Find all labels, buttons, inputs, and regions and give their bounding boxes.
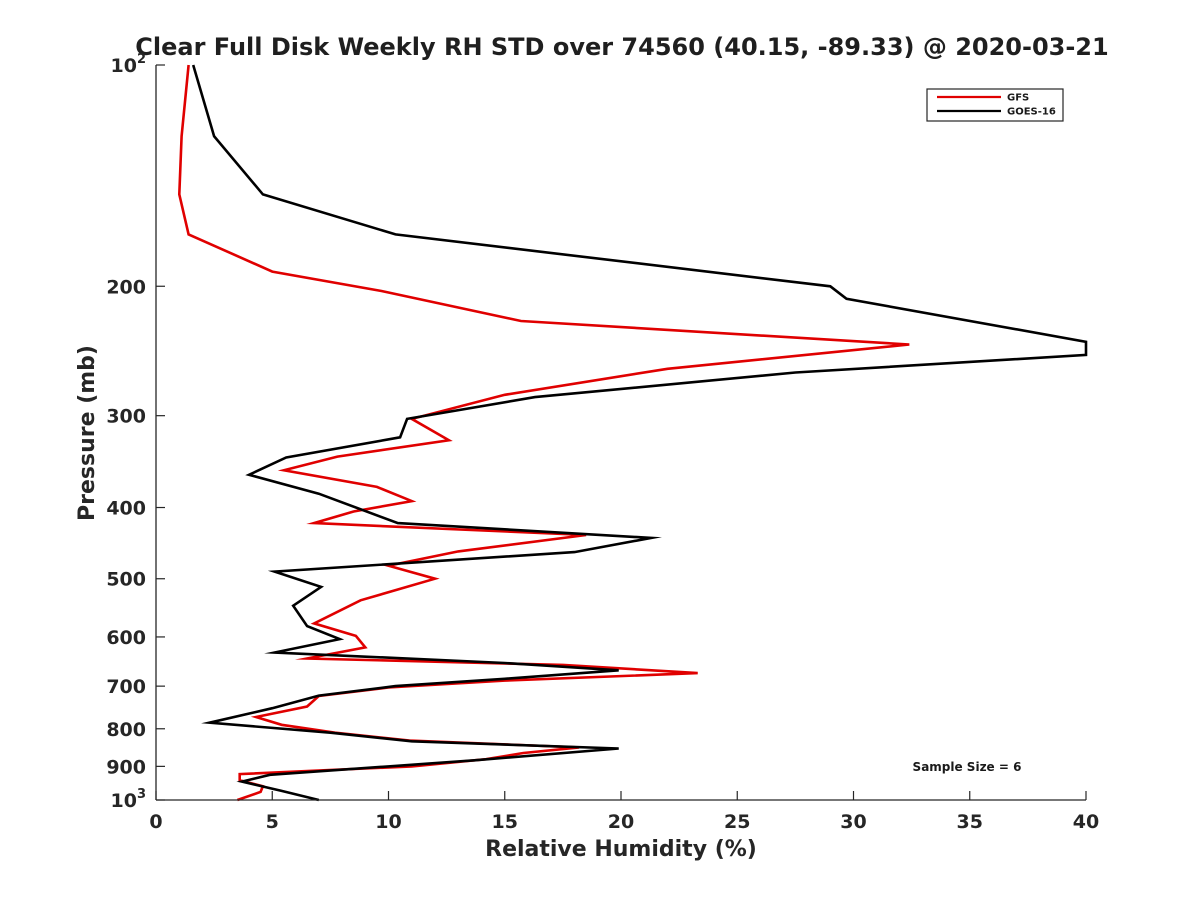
y-tick-label: 600 — [106, 627, 146, 649]
y-axis-label: Pressure (mb) — [75, 345, 100, 521]
legend-box — [926, 88, 1064, 122]
y-tick-label: 300 — [106, 406, 146, 428]
y-tick-label: 102 — [111, 52, 147, 77]
x-tick-label: 15 — [492, 811, 518, 833]
x-tick-label: 25 — [724, 811, 750, 833]
chart-title: Clear Full Disk Weekly RH STD over 74560… — [135, 33, 1108, 61]
x-ticks: 0 5 10 15 20 25 30 35 40 — [149, 791, 1099, 833]
y-tick-label: 200 — [106, 276, 146, 298]
x-tick-label: 20 — [608, 811, 634, 833]
y-tick-label: 900 — [106, 756, 146, 778]
y-tick-label: 500 — [106, 569, 146, 591]
plot-area: 0 5 10 15 20 25 30 35 40 102 200 300 400 500 600 700 80… — [106, 52, 1099, 833]
series-line-goes-16 — [191, 64, 1088, 802]
series-line-gfs — [177, 64, 910, 802]
y-tick-label: 400 — [106, 498, 146, 520]
plot-background — [156, 65, 1086, 800]
x-tick-label: 30 — [840, 811, 866, 833]
legend: GFS GOES-16 — [926, 88, 1064, 122]
x-tick-label: 35 — [957, 811, 983, 833]
legend-label-goes-16: GOES-16 — [1007, 107, 1056, 118]
sample-size-annotation: Sample Size = 6 — [913, 760, 1022, 774]
legend-label-gfs: GFS — [1007, 93, 1029, 104]
x-tick-label: 0 — [149, 811, 162, 833]
series-layer — [177, 64, 1088, 802]
y-tick-label: 103 — [111, 787, 147, 812]
x-axis-label: Relative Humidity (%) — [485, 837, 757, 862]
y-tick-label: 800 — [106, 719, 146, 741]
x-tick-label: 40 — [1073, 811, 1099, 833]
x-tick-label: 10 — [375, 811, 401, 833]
y-tick-label: 700 — [106, 676, 146, 698]
x-tick-label: 5 — [266, 811, 279, 833]
y-ticks: 102 200 300 400 500 600 700 800 900 103 — [106, 52, 165, 812]
